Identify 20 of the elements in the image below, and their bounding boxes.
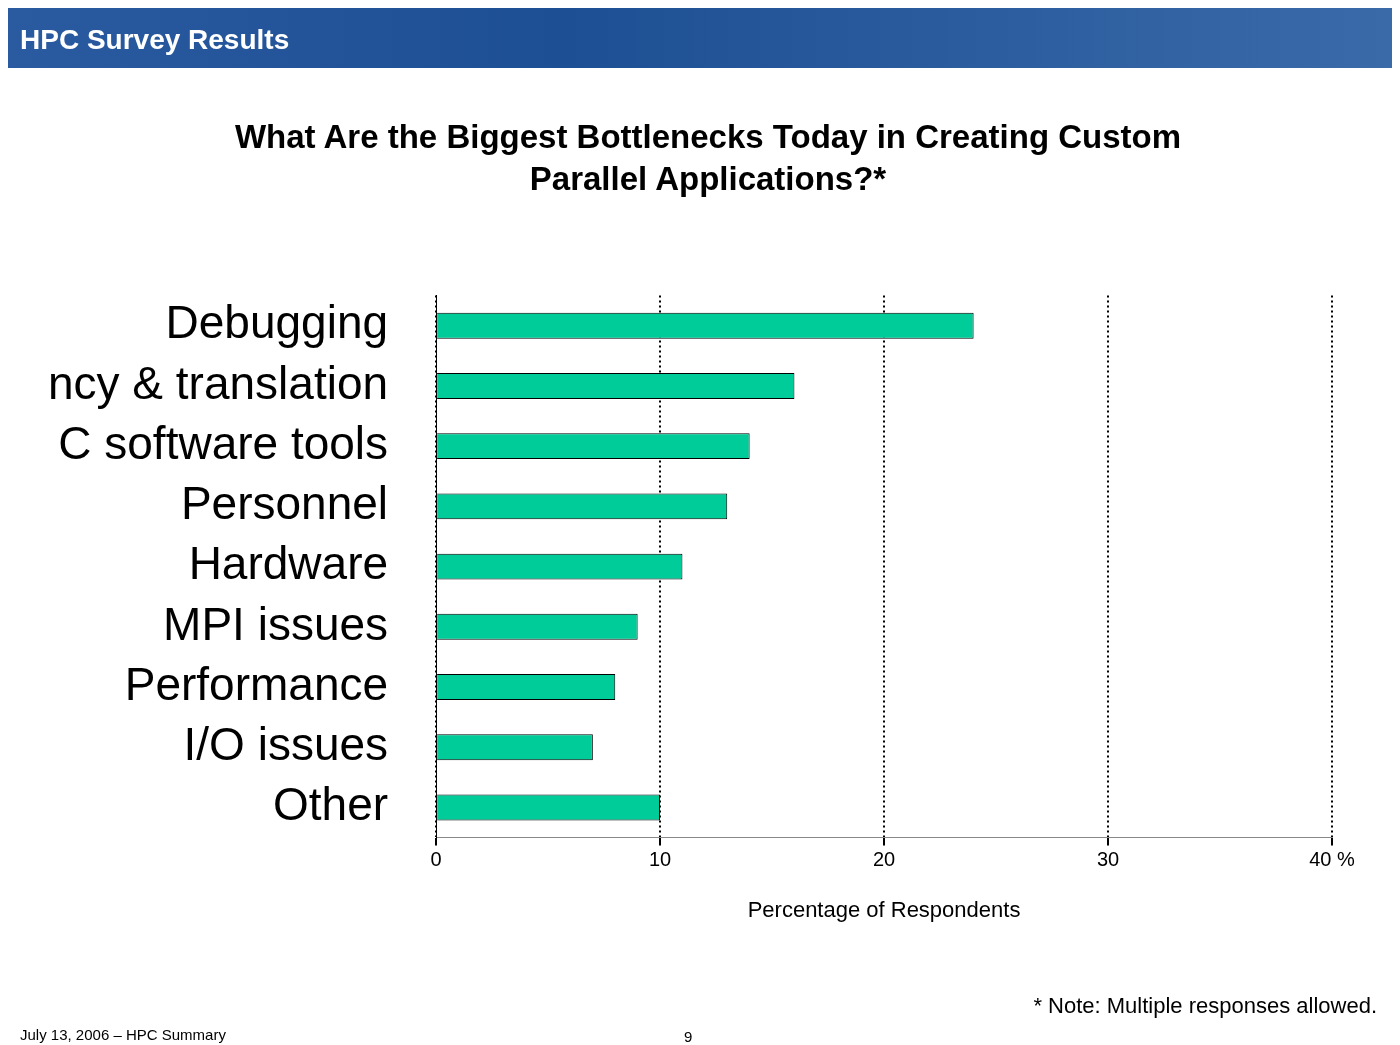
text: * Note: Multiple responses allowed. — [1033, 993, 1377, 1019]
y-tick-label: C software tools — [58, 416, 389, 469]
x-tick-label: 10 — [648, 848, 672, 871]
y-tick-label: MPI issues — [163, 597, 389, 650]
y-tick-label: Personnel — [180, 477, 389, 530]
x-tick-label: 0 — [430, 848, 442, 871]
text: July 13, 2006 – HPC Summary — [20, 1026, 226, 1043]
x-tick-label: 20 — [872, 848, 896, 871]
y-tick-label: Other — [273, 778, 389, 831]
y-tick-label: ncy & translation — [48, 356, 389, 409]
text: HPC Survey Results — [20, 24, 290, 56]
y-tick-label: Debugging — [165, 296, 389, 349]
chart-title: What Are the Biggest Bottlenecks Today in Creating Custom Parallel Applications?* — [233, 117, 1183, 199]
x-axis-title: Percentage of Respondents — [747, 896, 1021, 922]
y-tick-label: Performance — [124, 657, 389, 710]
y-tick-label: Hardware — [188, 537, 389, 590]
x-tick-label: 40 % — [1309, 848, 1356, 871]
y-tick-label: I/O issues — [183, 717, 389, 770]
text: 9 — [684, 1028, 693, 1045]
x-tick-label: 30 — [1096, 848, 1120, 871]
